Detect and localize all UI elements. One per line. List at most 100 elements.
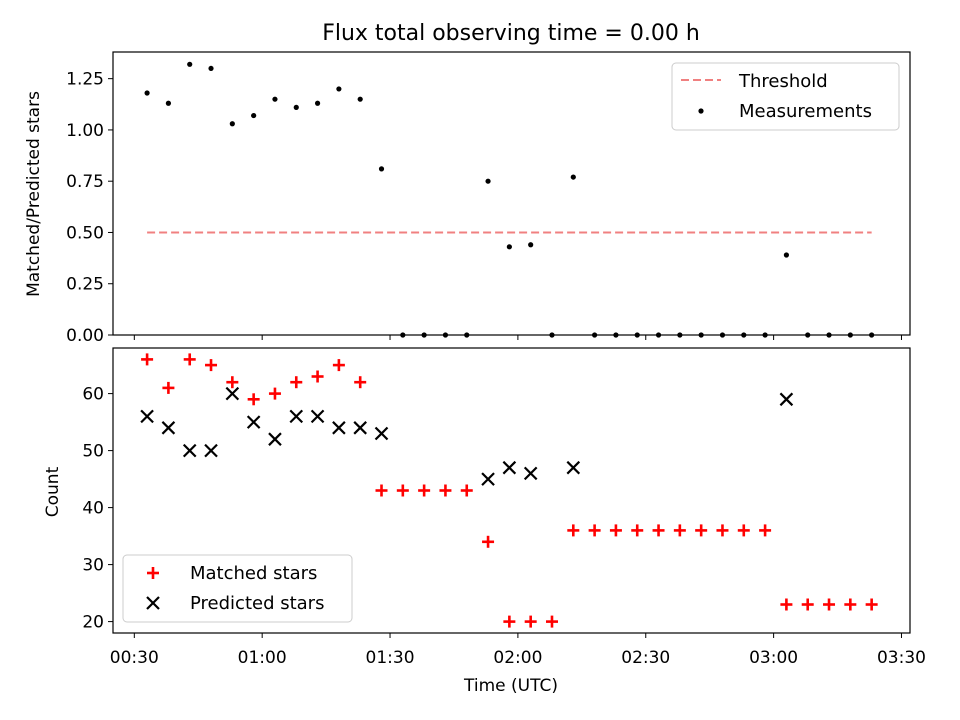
top-y-tick-label: 0.75 — [66, 172, 104, 192]
bottom-y-tick-label: 30 — [82, 556, 104, 576]
matched-star-point — [524, 615, 537, 628]
matched-legend-marker — [147, 567, 159, 579]
measurement-point — [549, 332, 555, 338]
matched-star-point — [609, 524, 622, 537]
x-tick-label: 03:30 — [877, 648, 926, 668]
matched-star-point — [737, 524, 750, 537]
matched-star-point — [418, 484, 431, 497]
measurement-point — [336, 86, 342, 92]
predicted-legend-marker — [146, 596, 160, 610]
matched-star-point — [247, 393, 260, 406]
x-tick-label: 03:00 — [749, 648, 798, 668]
matched-star-point — [205, 359, 218, 372]
predicted-star-point — [289, 409, 304, 424]
measurement-point — [783, 252, 790, 258]
matched-star-point — [631, 524, 644, 537]
measurement-point — [719, 332, 726, 338]
matched-star-point — [823, 598, 836, 611]
measurement-point — [847, 332, 853, 338]
matched-star-point — [183, 353, 196, 366]
top-y-axis-label: Matched/Predicted stars — [24, 91, 44, 297]
x-tick-label: 00:30 — [110, 648, 159, 668]
measurement-point — [421, 332, 427, 338]
matched-star-point — [226, 376, 239, 389]
bottom-y-tick-label: 50 — [82, 442, 104, 462]
matched-star-point — [290, 376, 303, 389]
top-y-tick-label: 0.00 — [66, 326, 104, 346]
predicted-star-point — [225, 386, 240, 401]
top-legend: Threshold Measurements — [671, 62, 900, 131]
measurement-point — [357, 96, 363, 102]
predicted-star-point — [332, 421, 346, 435]
predicted-star-point — [268, 432, 282, 446]
measurement-point — [826, 332, 832, 338]
matched-star-point — [141, 353, 154, 366]
bottom-y-axis-label: Count — [43, 466, 63, 517]
predicted-star-point — [566, 460, 581, 475]
predicted-star-point — [502, 460, 517, 475]
measurement-point — [187, 61, 193, 67]
predicted-star-point — [481, 472, 495, 486]
chart-title: Flux total observing time = 0.00 h — [322, 21, 700, 46]
matched-star-point — [332, 359, 345, 372]
bottom-panel: 20 30 40 50 60 00:30 01:00 01:30 02:00 02:30 03:00… — [82, 347, 926, 668]
x-tick-label: 02:00 — [493, 648, 542, 668]
predicted-star-point — [246, 415, 261, 429]
measurement-point — [442, 332, 449, 338]
measurement-point — [592, 332, 598, 338]
top-y-tick-label: 0.25 — [66, 275, 104, 295]
measurements-legend-marker — [698, 108, 704, 114]
predicted-star-point — [779, 392, 794, 407]
measurement-point — [165, 100, 172, 106]
measurement-point — [655, 332, 662, 338]
matched-star-point — [162, 381, 175, 394]
matched-star-point — [759, 524, 772, 537]
measurement-point — [208, 65, 214, 72]
measurement-point — [869, 332, 875, 338]
bottom-y-tick-label: 60 — [82, 385, 104, 405]
matched-star-point — [801, 598, 814, 611]
matched-star-point — [695, 524, 708, 537]
top-legend-box — [671, 62, 900, 131]
threshold-legend-label: Threshold — [738, 71, 828, 92]
bottom-y-tick-label: 20 — [82, 613, 104, 633]
x-tick-label: 02:30 — [621, 648, 670, 668]
predicted-star-point — [161, 421, 176, 435]
measurement-point — [485, 178, 491, 184]
predicted-star-point — [374, 426, 389, 441]
predicted-star-point — [310, 409, 325, 424]
predicted-star-point — [140, 409, 154, 424]
measurement-point — [741, 332, 747, 338]
matched-star-point — [673, 524, 686, 537]
top-y-tick-label: 0.50 — [66, 223, 104, 243]
measurement-point — [634, 332, 640, 338]
matched-star-point — [716, 524, 729, 537]
predicted-legend-label: Predicted stars — [190, 593, 324, 614]
matched-legend-label: Matched stars — [190, 563, 317, 584]
measurement-point — [506, 244, 512, 250]
matched-star-point — [482, 535, 495, 548]
bottom-legend: Matched stars Predicted stars — [122, 554, 353, 623]
measurement-point — [677, 332, 683, 338]
top-y-tick-label: 1.00 — [66, 121, 104, 141]
x-tick-label: 01:30 — [366, 648, 415, 668]
matched-star-point — [567, 524, 580, 537]
predicted-star-point — [182, 443, 197, 458]
measurement-point — [400, 332, 406, 338]
measurements-legend-label: Measurements — [739, 101, 872, 122]
measurement-point — [528, 242, 534, 248]
measurement-point — [314, 100, 321, 106]
x-tick-label: 01:00 — [238, 648, 287, 668]
matched-star-point — [652, 524, 665, 537]
matched-star-point — [375, 484, 388, 497]
matched-star-point — [588, 524, 601, 537]
top-plot-frame — [112, 51, 911, 336]
measurement-point — [464, 332, 470, 338]
measurement-point — [762, 332, 768, 338]
measurement-point — [698, 332, 704, 338]
measurement-point — [613, 332, 619, 338]
bottom-y-tick-label: 40 — [82, 499, 104, 519]
bottom-plot-frame — [112, 347, 911, 634]
matched-star-point — [780, 598, 793, 611]
